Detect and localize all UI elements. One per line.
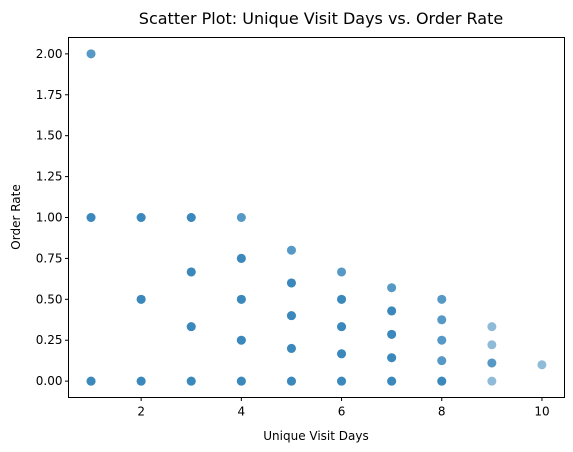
scatter-point [337, 322, 347, 332]
x-tick-label: 4 [238, 405, 246, 419]
scatter-point [387, 353, 397, 363]
y-tick-label: 0.75 [36, 251, 63, 265]
scatter-point [437, 356, 447, 366]
scatter-point [487, 358, 497, 368]
scatter-point [236, 335, 246, 345]
data-points [86, 49, 547, 386]
y-tick-label: 0.50 [36, 292, 63, 306]
scatter-point [286, 343, 296, 353]
x-axis-label: Unique Visit Days [263, 429, 368, 443]
x-tick-label: 6 [338, 405, 346, 419]
plot-frame [68, 37, 565, 398]
scatter-point [286, 311, 296, 321]
scatter-point [487, 322, 497, 332]
scatter-point [186, 322, 196, 332]
x-tick-label: 8 [438, 405, 446, 419]
scatter-point [286, 376, 296, 386]
scatter-point [387, 376, 397, 386]
scatter-point [286, 245, 296, 255]
scatter-point [236, 253, 246, 263]
scatter-point [437, 315, 447, 325]
scatter-point [437, 335, 447, 345]
y-tick-label: 0.00 [36, 374, 63, 388]
scatter-point [437, 376, 447, 386]
y-axis-ticks: 0.00 0.25 0.50 0.75 1.00 1.25 1.50 1.75 2.00 [36, 47, 69, 388]
scatter-point [286, 278, 296, 288]
scatter-point [487, 376, 497, 386]
y-axis-label: Order Rate [9, 184, 23, 249]
scatter-point [337, 294, 347, 304]
scatter-point [136, 213, 146, 222]
y-tick-label: 0.25 [36, 333, 63, 347]
y-tick-label: 1.75 [36, 88, 63, 102]
scatter-point [236, 294, 246, 304]
x-tick-label: 10 [534, 405, 549, 419]
scatter-point [236, 376, 246, 386]
y-tick-label: 1.00 [36, 211, 63, 225]
x-tick-label: 2 [137, 405, 145, 419]
x-axis-ticks: 2 4 6 8 10 [137, 397, 550, 419]
scatter-point [186, 213, 196, 222]
scatter-point [136, 376, 146, 386]
scatter-point [136, 294, 146, 304]
scatter-point [387, 306, 397, 316]
scatter-point [86, 376, 96, 386]
y-tick-label: 1.50 [36, 129, 63, 143]
scatter-point [236, 213, 246, 222]
scatter-point [437, 294, 447, 304]
y-tick-label: 2.00 [36, 47, 63, 61]
scatter-point [387, 329, 397, 339]
scatter-point [337, 349, 347, 359]
scatter-point [487, 340, 497, 350]
chart-title: Scatter Plot: Unique Visit Days vs. Orde… [139, 9, 503, 28]
y-tick-label: 1.25 [36, 170, 63, 184]
scatter-point [387, 283, 397, 293]
scatter-point [86, 49, 96, 59]
scatter-point [337, 376, 347, 386]
scatter-point [537, 360, 547, 370]
scatter-point [186, 267, 196, 277]
scatter-point [337, 267, 347, 277]
scatter-point [186, 376, 196, 386]
scatter-point [86, 213, 96, 222]
